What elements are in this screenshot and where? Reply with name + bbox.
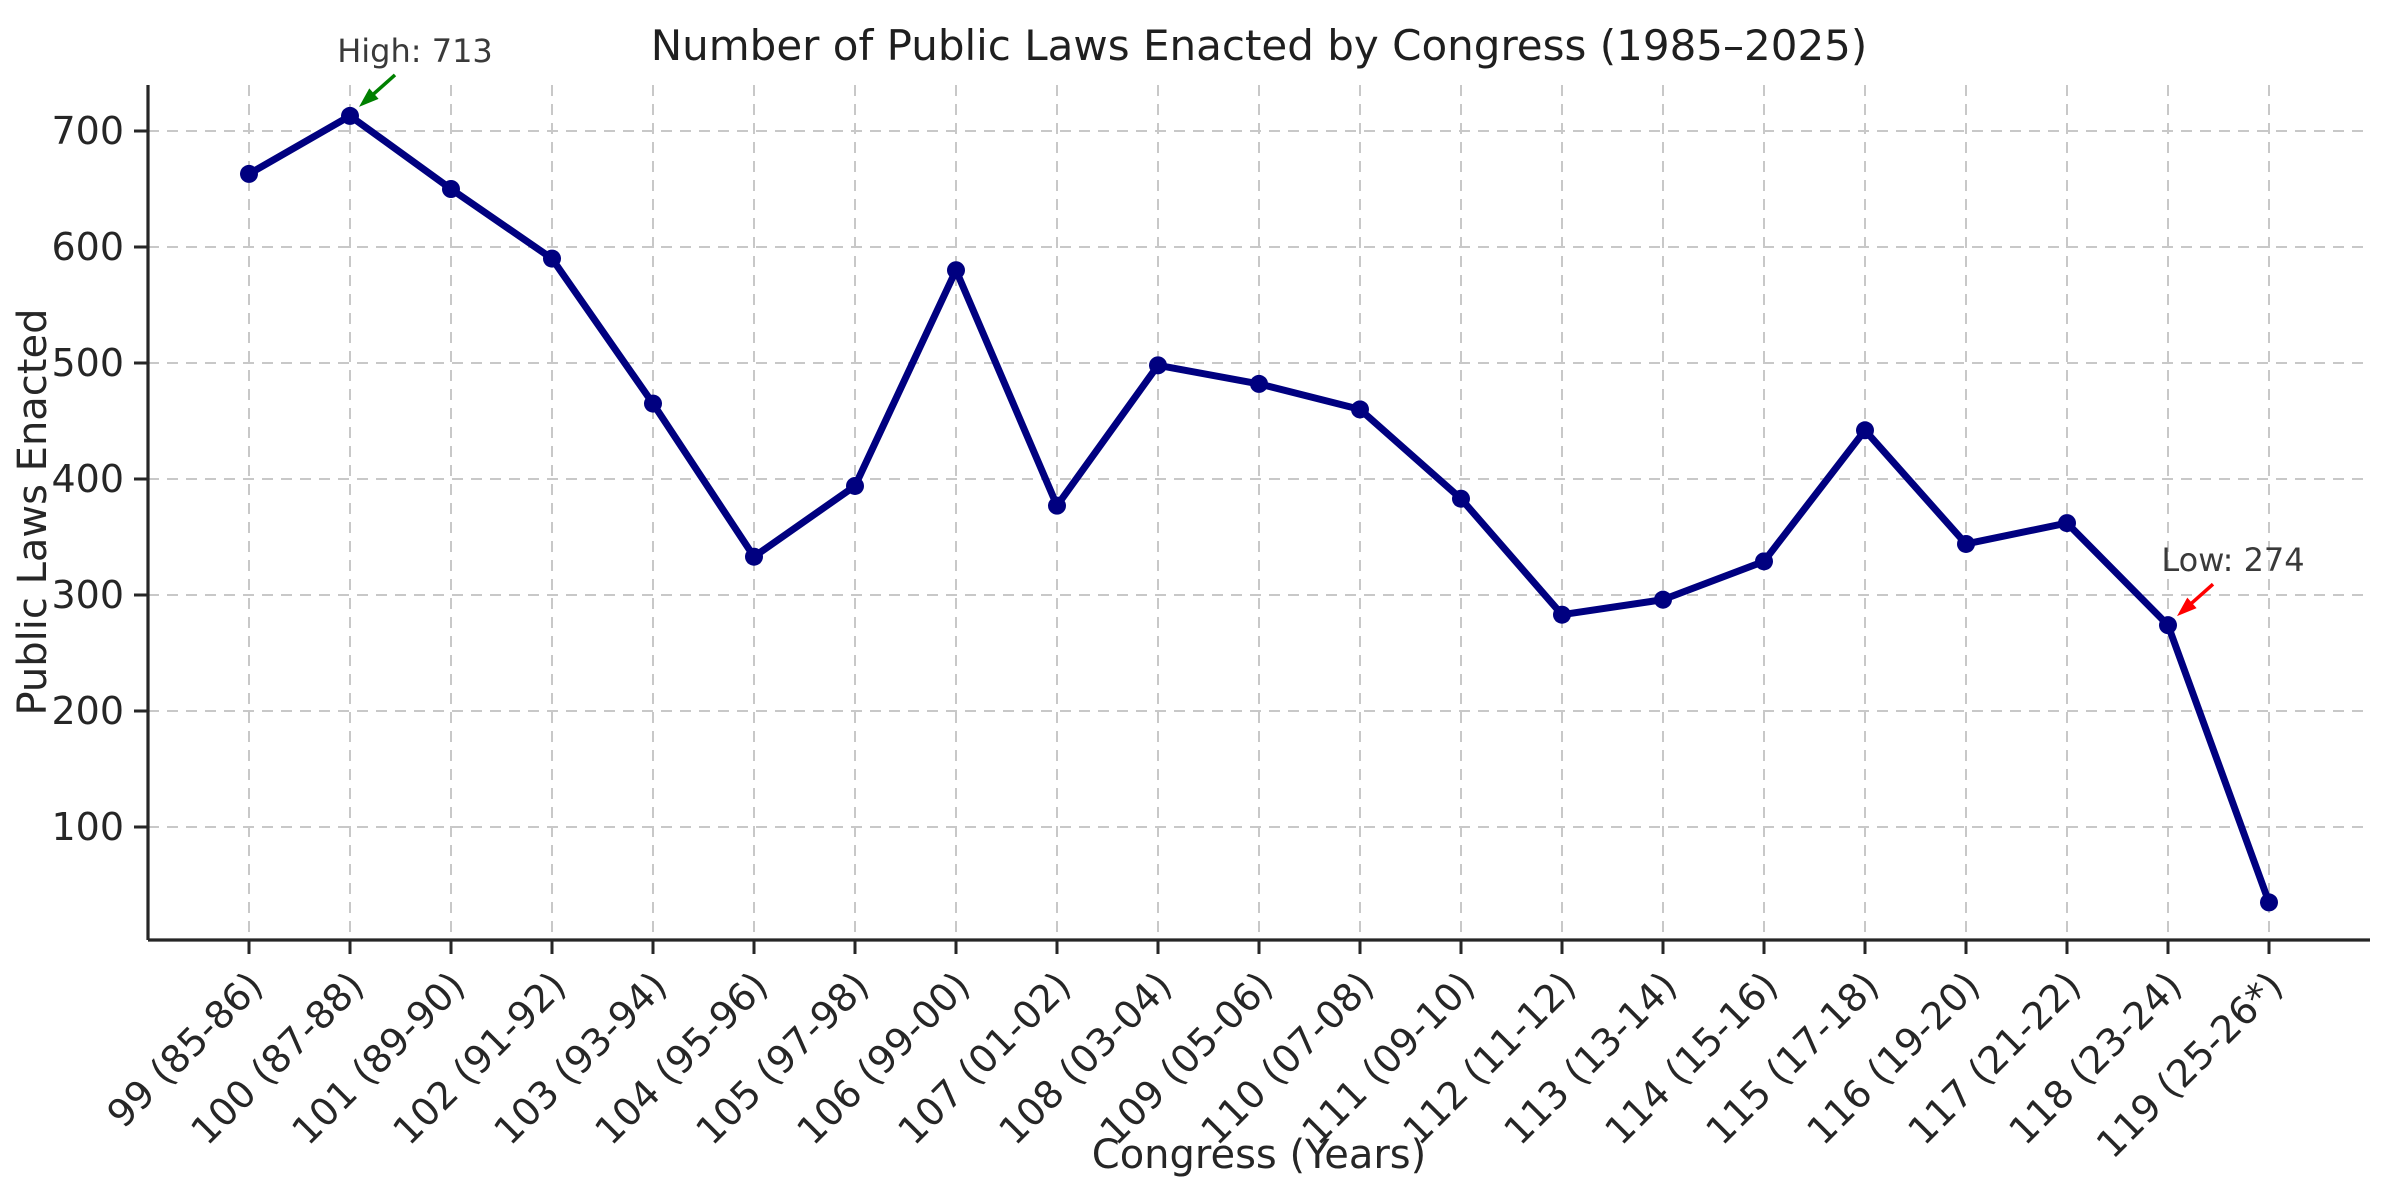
data-point	[2058, 514, 2076, 533]
data-point	[341, 106, 359, 125]
data-point	[543, 249, 561, 268]
data-point	[1755, 552, 1773, 571]
data-point	[1654, 590, 1672, 609]
y-tick-label: 200	[51, 689, 124, 733]
y-tick-label: 100	[51, 805, 124, 849]
data-point	[644, 394, 662, 413]
data-point	[1250, 374, 1268, 393]
data-point	[240, 164, 258, 183]
y-tick-label: 600	[51, 225, 124, 269]
data-series	[240, 106, 2278, 912]
y-tick-label: 500	[51, 341, 124, 385]
x-axis-label: Congress (Years)	[1092, 1132, 1426, 1178]
annotation-arrowhead	[359, 88, 379, 107]
data-point	[1351, 400, 1369, 419]
data-point	[442, 180, 460, 198]
data-point	[1048, 496, 1066, 515]
data-point	[947, 261, 965, 280]
y-tick-label: 700	[51, 109, 124, 153]
data-point	[1553, 605, 1571, 624]
annotation-arrowhead	[2177, 597, 2197, 617]
data-point	[745, 547, 763, 566]
chart-title: Number of Public Laws Enacted by Congres…	[651, 21, 1868, 70]
annotations: High: 713 Low: 274	[337, 32, 2305, 617]
gridlines	[148, 85, 2370, 940]
data-point	[2260, 893, 2278, 912]
y-tick-label: 400	[51, 457, 124, 501]
data-point	[846, 476, 864, 495]
data-point	[1957, 534, 1975, 553]
data-point	[1452, 489, 1470, 508]
data-point	[2159, 616, 2177, 635]
annotation-label: High: 713	[337, 32, 493, 70]
y-axis-label: Public Laws Enacted	[10, 309, 56, 716]
data-point	[1856, 421, 1874, 440]
annotation-label: Low: 274	[2161, 541, 2304, 579]
y-tick-label: 300	[51, 573, 124, 617]
data-point	[1149, 356, 1167, 375]
